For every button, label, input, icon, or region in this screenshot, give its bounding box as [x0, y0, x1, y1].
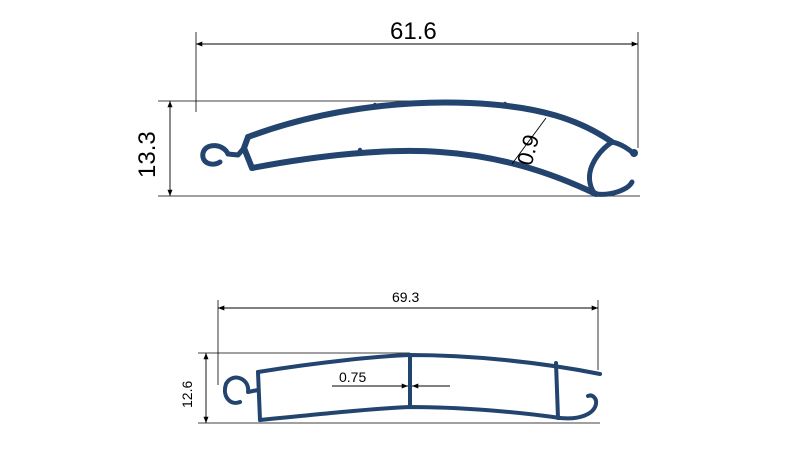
upper-width-label: 61.6: [390, 18, 437, 45]
lower-profile-shape: [223, 353, 602, 422]
upper-right-chamber: [587, 139, 615, 197]
upper-outer-wall: [245, 99, 615, 145]
lower-right-hook: [558, 393, 599, 421]
lower-width-label: 69.3: [392, 289, 420, 305]
upper-profile-shape: [200, 99, 638, 197]
lower-left-hook: [223, 375, 260, 405]
upper-left-connector: [225, 145, 247, 158]
lower-wall-thickness-label: 0.75: [339, 369, 367, 385]
upper-groove-2: [502, 101, 508, 107]
lower-height-label: 12.6: [179, 380, 195, 408]
upper-right-hook-tip: [630, 149, 638, 157]
upper-left-end: [241, 134, 255, 171]
upper-groove-1: [372, 102, 378, 108]
upper-left-hook: [200, 143, 231, 167]
upper-height-label: 13.3: [134, 131, 161, 178]
upper-profile-group: [158, 32, 640, 197]
lower-top-wall: [256, 353, 602, 376]
upper-groove-3: [357, 147, 363, 153]
upper-groove-4: [467, 152, 473, 158]
lower-left-wall: [256, 370, 262, 422]
upper-wall-leader: [511, 117, 547, 165]
lower-profile-group: [198, 300, 602, 424]
lower-right-web: [554, 361, 560, 420]
upper-inner-wall: [249, 147, 599, 197]
